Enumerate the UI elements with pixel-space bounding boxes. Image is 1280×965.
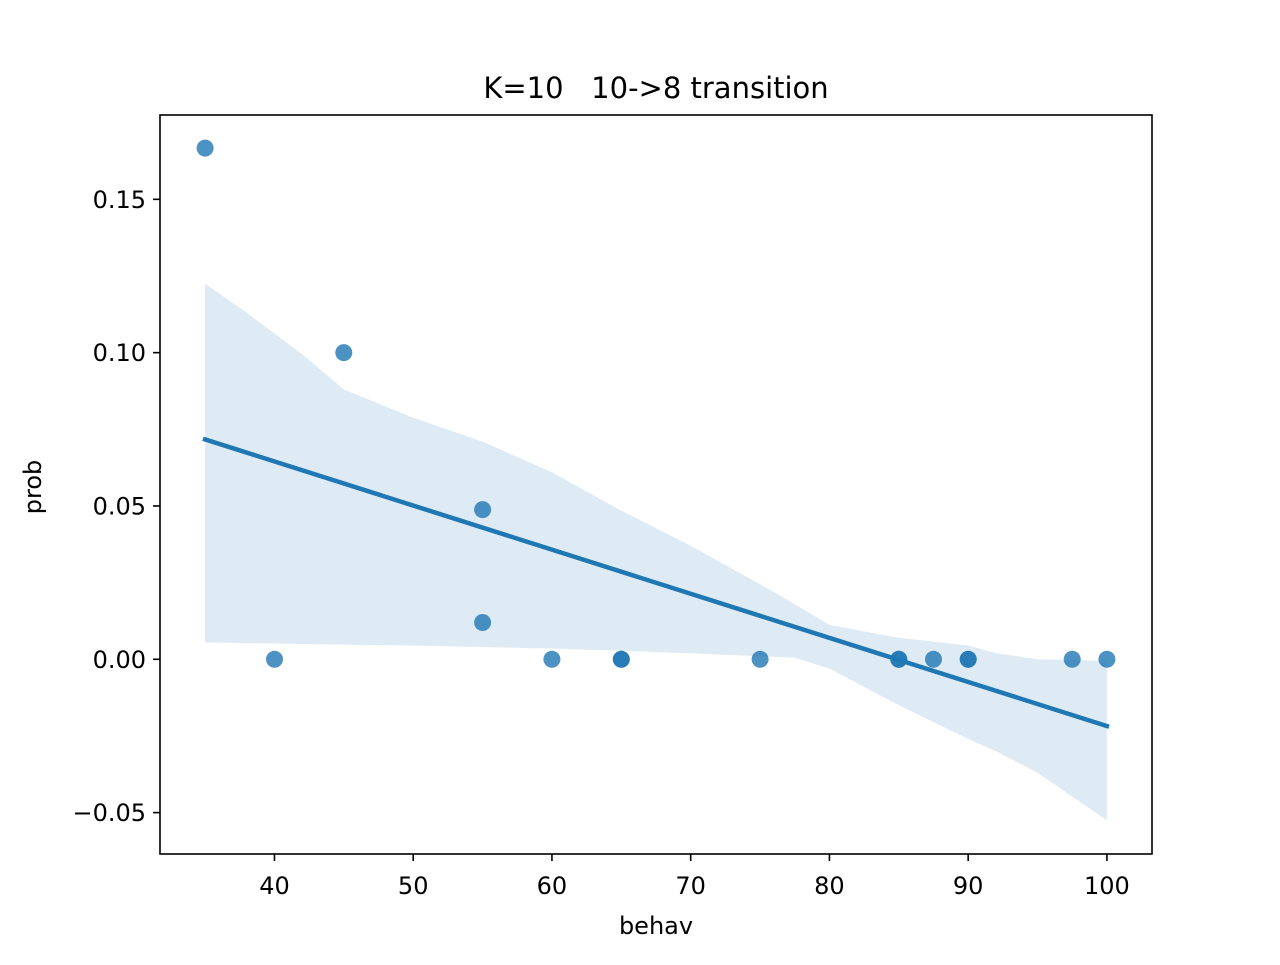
y-axis-label: prob [19, 460, 47, 515]
x-tick-label: 50 [398, 872, 429, 900]
data-point [1063, 650, 1081, 668]
regression-line-layer [202, 436, 1110, 729]
data-point [1098, 650, 1116, 668]
x-tick-label: 80 [814, 872, 845, 900]
data-point [474, 501, 492, 519]
x-tick-label: 60 [537, 872, 568, 900]
data-point [266, 650, 283, 668]
data-point [751, 650, 769, 668]
regression-line [202, 436, 1110, 729]
chart-title: K=10 10->8 transition [483, 71, 828, 105]
x-axis-label: behav [619, 912, 693, 940]
y-axis-ticks: −0.05 0.00 0.05 0.10 0.15 [72, 186, 160, 827]
plot-area-frame [159, 114, 1153, 855]
y-tick-label: −0.05 [72, 799, 146, 827]
data-point [959, 650, 977, 668]
data-point [196, 139, 214, 157]
y-tick-label: 0.10 [93, 339, 146, 367]
data-point [612, 650, 630, 668]
data-point [335, 344, 353, 362]
x-tick-label: 70 [675, 872, 706, 900]
y-tick-label: 0.15 [93, 186, 146, 214]
x-tick-label: 90 [953, 872, 984, 900]
y-tick-label: 0.00 [93, 646, 146, 674]
confidence-band [205, 283, 1107, 821]
x-tick-label: 100 [1084, 872, 1130, 900]
data-point [543, 650, 561, 668]
data-point [474, 614, 492, 631]
y-tick-label: 0.05 [93, 492, 146, 520]
x-tick-label: 40 [259, 872, 290, 900]
confidence-band-layer [205, 283, 1107, 821]
data-point [925, 650, 942, 668]
x-axis-ticks: 40 50 60 70 80 90 100 [259, 854, 1130, 900]
